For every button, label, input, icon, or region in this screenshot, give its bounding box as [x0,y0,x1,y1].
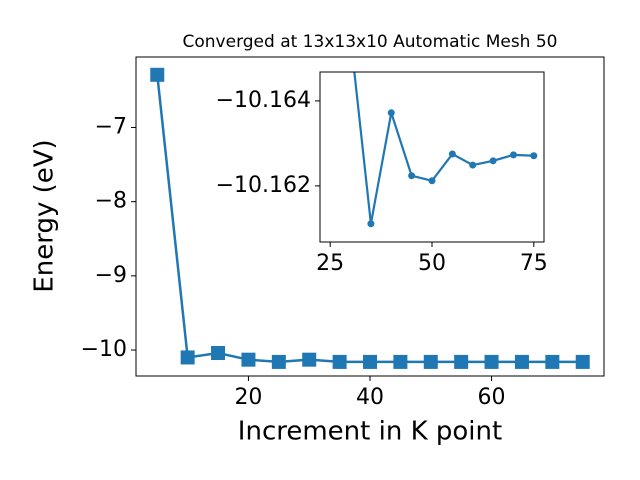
data-point [271,354,286,369]
data-point [428,177,436,185]
x-tick-label: 20 [234,385,262,410]
y-axis-label: Energy (eV) [30,139,60,292]
data-point [363,354,377,369]
plot-content [150,67,590,369]
data-point [448,150,456,158]
x-tick-label: 25 [316,251,344,276]
y-tick-label: −8 [95,189,127,214]
plot-area [320,72,544,242]
x-tick-label: 60 [478,385,506,410]
y-tick-label: −10.164 [216,88,311,113]
data-point [545,354,560,369]
data-point [393,354,408,369]
data-point [484,354,499,369]
data-point [180,350,195,365]
data-point [367,220,375,228]
y-tick-label: −10.162 [216,173,311,198]
series-line [353,72,534,224]
x-tick-label: 75 [520,251,548,276]
data-point [454,354,469,369]
data-point [514,354,529,369]
y-tick-label: −10 [81,337,127,362]
data-point [530,152,538,160]
axes-frame [319,71,545,243]
data-point [489,157,497,165]
x-tick-label: 40 [356,385,384,410]
data-point [387,109,395,117]
x-tick-label: 50 [418,251,446,276]
y-tick-label: −9 [95,263,127,288]
data-point [211,346,226,361]
data-point [423,354,438,369]
axes-frame [135,56,605,377]
data-point [509,151,517,159]
data-point [241,352,256,367]
data-point [332,354,347,369]
data-point [302,352,317,367]
chart-title: Converged at 13x13x10 Automatic Mesh 50 [183,32,558,52]
data-point [469,161,477,169]
plot-content [353,72,538,228]
data-point [408,172,416,180]
data-point [150,67,165,82]
x-axis-label: Increment in K point [238,417,502,447]
data-point [575,354,590,369]
y-tick-label: −7 [95,114,127,139]
